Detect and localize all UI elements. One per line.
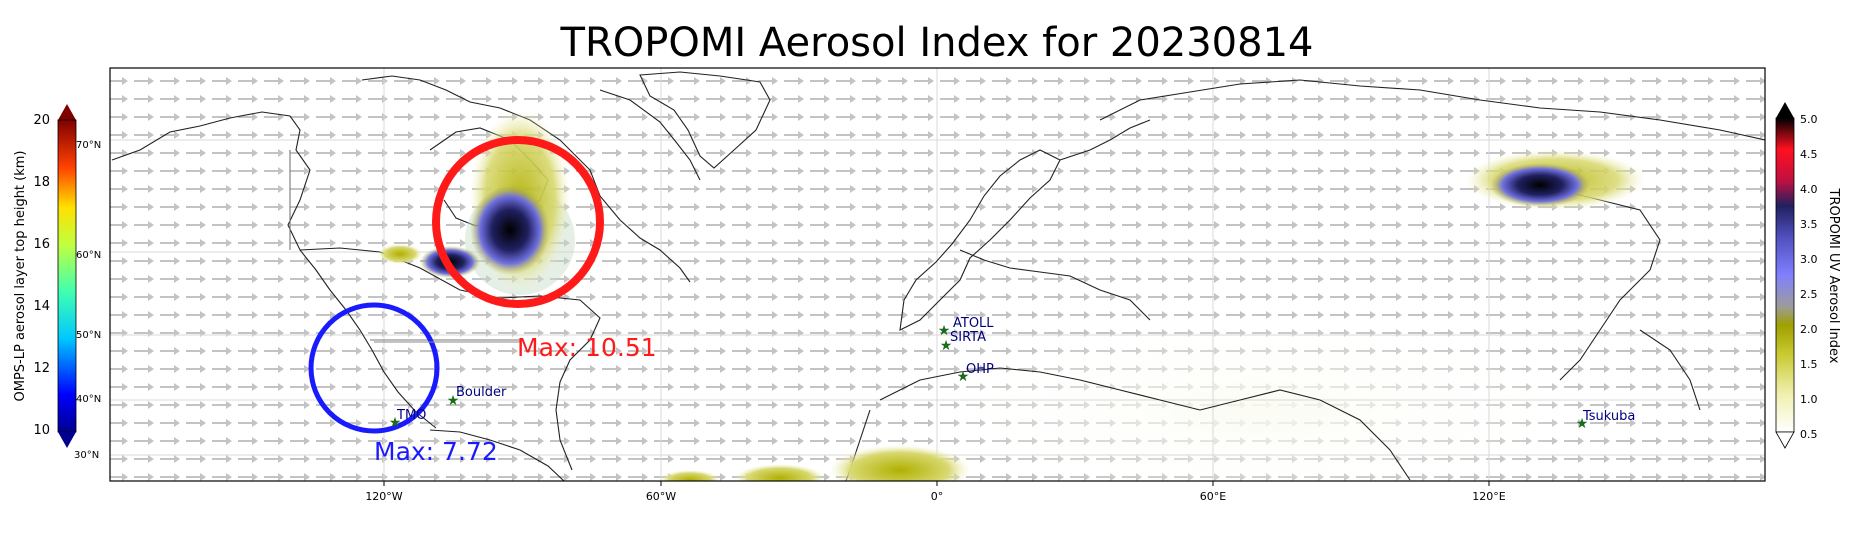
left-colorbar-label: OMPS-LP aerosol layer top height (km) <box>13 151 28 402</box>
colorbar-bottom-extend <box>1775 431 1795 449</box>
station-marker-icon: ★ <box>957 369 970 385</box>
haze-region <box>920 320 1600 481</box>
x-tick-label: 60°E <box>1200 490 1226 503</box>
station-marker-icon: ★ <box>938 323 951 339</box>
station-label-boulder: Boulder <box>456 385 507 400</box>
left-tick-label: 18 <box>33 175 50 190</box>
station-label-sirta: SIRTA <box>950 330 986 345</box>
left-tick-label: 12 <box>33 361 50 376</box>
colorbar-top-extend <box>58 104 76 120</box>
x-tick-label: 0° <box>931 490 944 503</box>
lat-tick-label: 30°N <box>74 450 99 461</box>
station-tsukuba: ★ Tsukuba <box>1576 409 1636 432</box>
right-tick-label: 2.5 <box>1800 288 1818 301</box>
figure-title: TROPOMI Aerosol Index for 20230814 <box>560 20 1314 66</box>
station-label-tsukuba: Tsukuba <box>1582 409 1635 424</box>
left-colorbar: 10 12 14 16 18 20 30°N 40°N 50°N 60°N 70… <box>13 104 101 461</box>
x-tick-label: 60°W <box>646 490 676 503</box>
x-axis: 120°W 60°W 0° 60°E 120°E <box>365 481 1506 503</box>
colorbar-gradient <box>57 119 77 433</box>
map-panel: Max: 10.51 Max: 7.72 ★ ATOLL ★ SIRTA ★ O… <box>109 67 1766 503</box>
blue-highlight-circle <box>308 302 440 434</box>
right-colorbar-label: TROPOMI UV Aerosol Index <box>1826 188 1841 364</box>
colorbar-gradient <box>1775 117 1795 433</box>
max-red-label: Max: 10.51 <box>517 333 657 362</box>
right-colorbar: 0.5 1.0 1.5 2.0 2.5 3.0 3.5 4.0 4.5 5.0 … <box>1775 102 1841 449</box>
station-label-ohp: OHP <box>966 362 994 377</box>
right-tick-label: 3.0 <box>1800 253 1818 266</box>
right-tick-label: 2.0 <box>1800 323 1818 336</box>
lat-tick-label: 40°N <box>76 394 101 405</box>
right-tick-label: 5.0 <box>1800 113 1818 126</box>
aerosol-plume-africa <box>660 445 970 481</box>
station-marker-icon: ★ <box>1576 416 1589 432</box>
colorbar-top-extend <box>1776 102 1794 118</box>
right-tick-label: 3.5 <box>1800 218 1818 231</box>
right-tick-label: 1.0 <box>1800 393 1818 406</box>
stations: ★ ATOLL ★ SIRTA ★ OHP ★ Boulder ★ TMO ★ … <box>389 316 1636 432</box>
station-sirta: ★ SIRTA <box>940 330 986 354</box>
station-label-tmo: TMO <box>396 408 426 423</box>
left-tick-label: 10 <box>33 423 50 438</box>
lat-tick-label: 70°N <box>76 140 101 151</box>
station-marker-icon: ★ <box>389 415 402 431</box>
station-marker-icon: ★ <box>940 338 953 354</box>
aerosol-plume-canada <box>378 110 575 295</box>
lat-tick-label: 50°N <box>76 330 101 341</box>
x-tick-label: 120°W <box>365 490 402 503</box>
aerosol-plume-asia <box>1465 150 1645 210</box>
right-tick-label: 0.5 <box>1800 428 1818 441</box>
station-ohp: ★ OHP <box>957 362 994 385</box>
right-tick-label: 1.5 <box>1800 358 1818 371</box>
station-boulder: ★ Boulder <box>447 385 507 409</box>
station-atoll: ★ ATOLL <box>938 316 995 339</box>
station-marker-icon: ★ <box>447 393 460 409</box>
station-label-atoll: ATOLL <box>953 316 994 331</box>
right-tick-label: 4.5 <box>1800 148 1818 161</box>
left-tick-label: 14 <box>33 299 50 314</box>
colorbar-bottom-extend <box>58 432 76 448</box>
x-tick-label: 120°E <box>1472 490 1505 503</box>
left-tick-label: 20 <box>33 113 50 128</box>
left-tick-label: 16 <box>33 237 50 252</box>
map-gridlines <box>110 68 1765 481</box>
lat-tick-label: 60°N <box>76 250 101 261</box>
max-blue-label: Max: 7.72 <box>374 437 498 466</box>
right-tick-label: 4.0 <box>1800 183 1818 196</box>
station-tmo: ★ TMO <box>389 408 427 431</box>
red-highlight-circle <box>432 136 604 308</box>
